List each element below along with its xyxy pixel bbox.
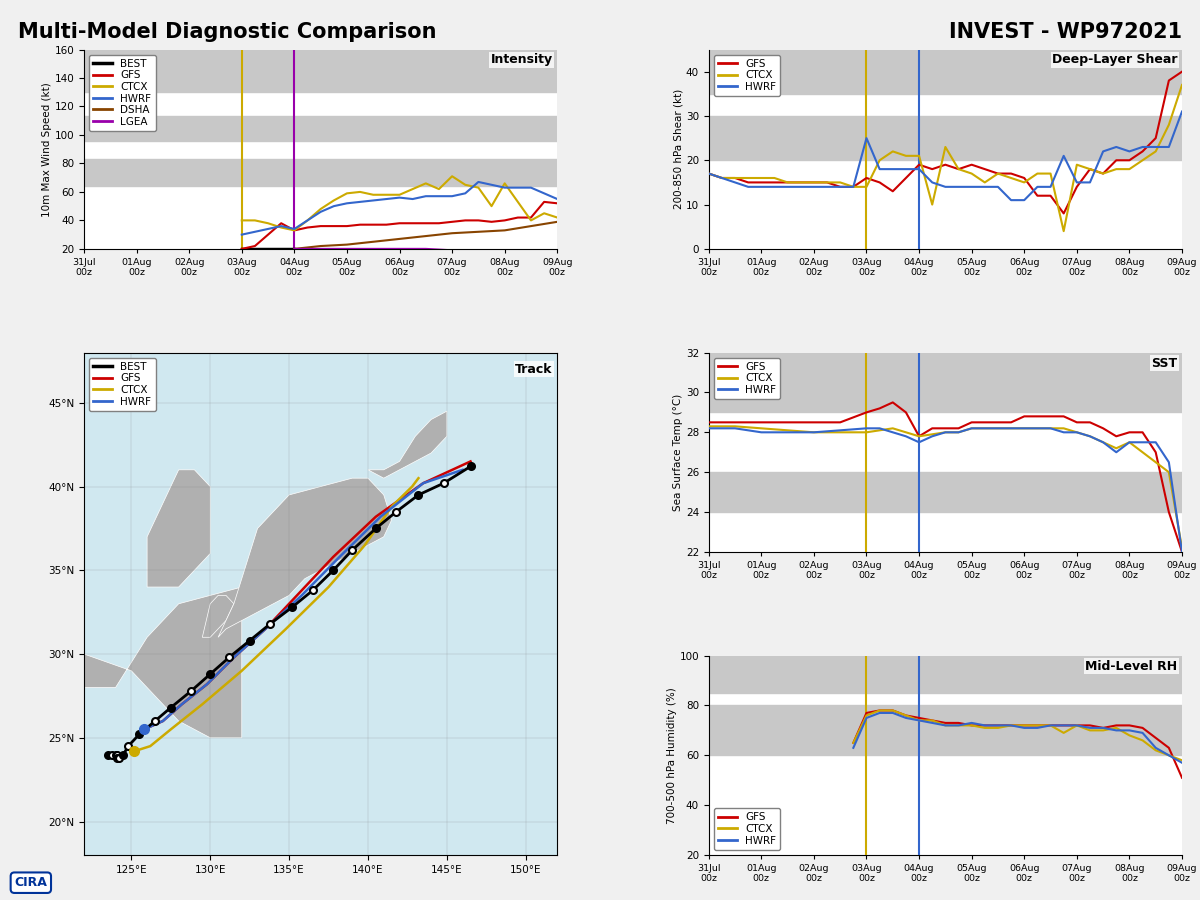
Bar [84, 159, 557, 186]
Polygon shape [203, 596, 234, 637]
Text: SST: SST [1151, 356, 1177, 370]
Legend: BEST, GFS, CTCX, HWRF, DSHA, LGEA: BEST, GFS, CTCX, HWRF, DSHA, LGEA [89, 55, 156, 130]
Bar [84, 116, 557, 140]
Y-axis label: 200-850 hPa Shear (kt): 200-850 hPa Shear (kt) [673, 89, 683, 210]
Polygon shape [218, 478, 391, 637]
Text: CIRA: CIRA [14, 877, 47, 889]
Text: Mid-Level RH: Mid-Level RH [1085, 660, 1177, 672]
Text: Track: Track [515, 363, 552, 375]
Bar [709, 706, 1182, 755]
Bar [709, 655, 1182, 693]
Bar [709, 50, 1182, 94]
Bar [709, 472, 1182, 512]
Bar [84, 50, 557, 92]
Polygon shape [148, 470, 210, 587]
Bar [709, 116, 1182, 160]
Polygon shape [368, 411, 446, 478]
Y-axis label: 700-500 hPa Humidity (%): 700-500 hPa Humidity (%) [666, 687, 677, 824]
Legend: GFS, CTCX, HWRF: GFS, CTCX, HWRF [714, 358, 780, 400]
Text: Deep-Layer Shear: Deep-Layer Shear [1051, 53, 1177, 67]
Text: INVEST - WP972021: INVEST - WP972021 [949, 22, 1182, 42]
Legend: BEST, GFS, CTCX, HWRF: BEST, GFS, CTCX, HWRF [89, 358, 156, 410]
Bar [709, 353, 1182, 412]
Y-axis label: 10m Max Wind Speed (kt): 10m Max Wind Speed (kt) [42, 82, 52, 217]
Legend: GFS, CTCX, HWRF: GFS, CTCX, HWRF [714, 55, 780, 96]
Legend: GFS, CTCX, HWRF: GFS, CTCX, HWRF [714, 808, 780, 850]
Polygon shape [84, 353, 241, 738]
Y-axis label: Sea Surface Temp (°C): Sea Surface Temp (°C) [673, 393, 683, 511]
Text: Intensity: Intensity [491, 53, 552, 67]
Text: Multi-Model Diagnostic Comparison: Multi-Model Diagnostic Comparison [18, 22, 437, 42]
